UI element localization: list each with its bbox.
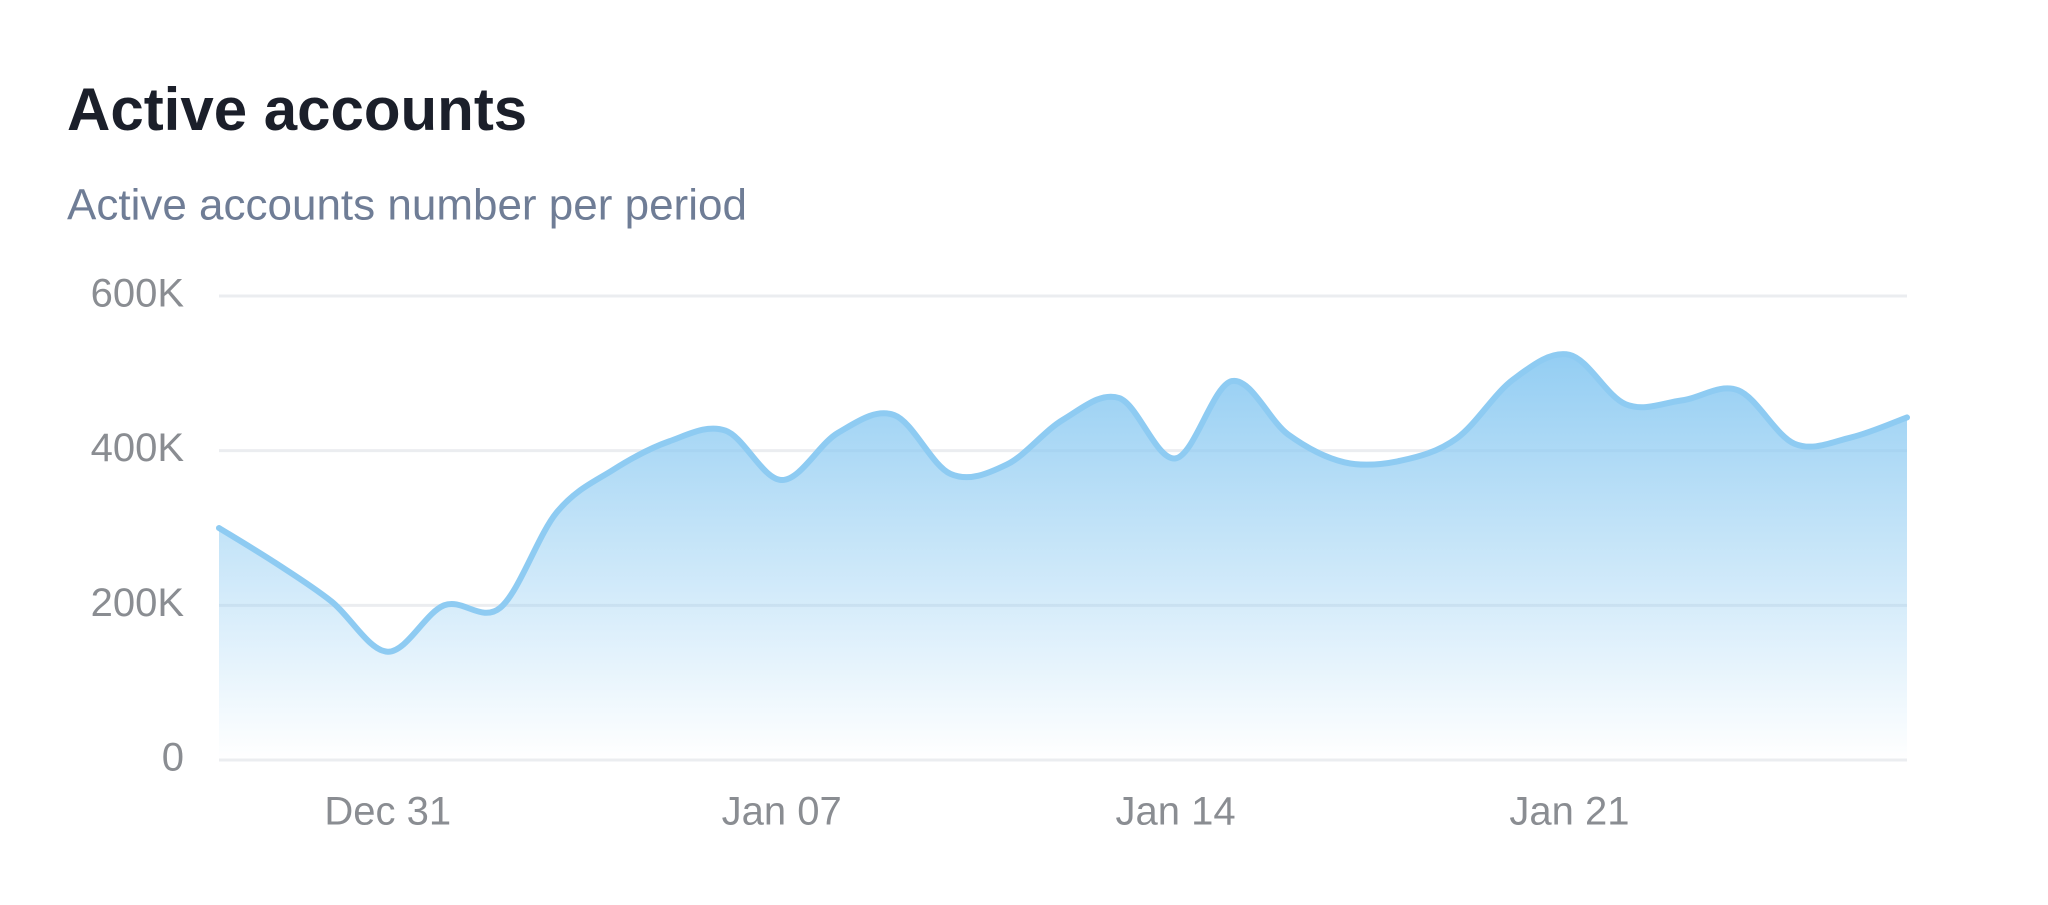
x-tick-label: Dec 31: [324, 790, 451, 834]
x-tick-label: Jan 21: [1509, 790, 1629, 834]
chart-subtitle: Active accounts number per period: [67, 181, 747, 230]
y-tick-label: 600K: [91, 272, 185, 316]
area-fill: [219, 354, 1907, 760]
chart-title: Active accounts: [67, 76, 527, 143]
y-tick-label: 200K: [91, 581, 185, 625]
x-tick-label: Jan 07: [722, 790, 842, 834]
x-tick-label: Jan 14: [1115, 790, 1235, 834]
y-tick-label: 400K: [91, 426, 185, 470]
line: [216, 351, 1910, 655]
y-tick-label: 0: [162, 736, 184, 780]
